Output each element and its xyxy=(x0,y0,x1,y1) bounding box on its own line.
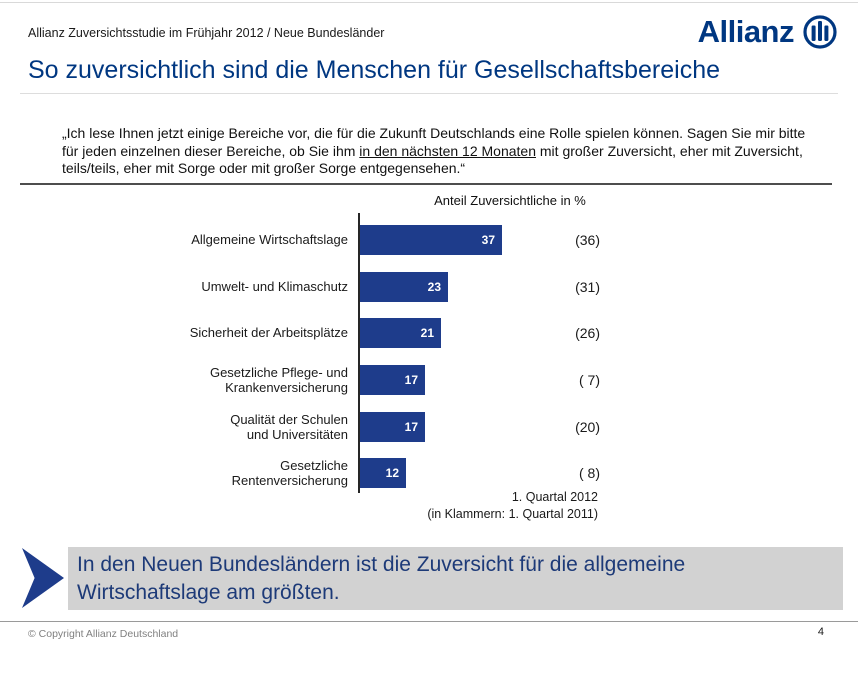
chart-row: Gesetzliche Rentenversicherung 12 ( 8) xyxy=(0,458,858,488)
bar-value: 21 xyxy=(420,326,434,340)
bar: 37 xyxy=(360,225,502,255)
bar-value: 12 xyxy=(385,466,399,480)
allianz-wordmark: Allianz xyxy=(697,14,795,49)
paren-value: (36) xyxy=(575,232,600,248)
quote-underlined-phrase: in den nächsten 12 Monaten xyxy=(359,142,536,159)
copyright-text: © Copyright Allianz Deutschland xyxy=(28,628,179,640)
brand-logo: Allianz xyxy=(698,14,838,50)
header-subtitle: Allianz Zuversichtsstudie im Frühjahr 20… xyxy=(28,26,385,40)
quote-text-before: „Ich lese Ihnen jetzt einige Bereiche vo… xyxy=(62,125,806,159)
paren-value: (31) xyxy=(575,279,600,295)
chart-source-note: 1. Quartal 2012 (in Klammern: 1. Quartal… xyxy=(380,489,598,522)
row-label: Umwelt- und Klimaschutz xyxy=(201,279,348,295)
row-label: Sicherheit der Arbeitsplätze xyxy=(189,325,348,341)
bar-value: 23 xyxy=(427,280,441,294)
chart-row: Umwelt- und Klimaschutz 23 (31) xyxy=(0,272,858,302)
bar-value: 17 xyxy=(404,420,418,434)
paren-value: ( 7) xyxy=(579,372,600,388)
source-line-2: (in Klammern: 1. Quartal 2011) xyxy=(427,506,598,521)
source-line-1: 1. Quartal 2012 xyxy=(511,490,598,504)
paren-value: ( 8) xyxy=(579,465,600,481)
quote-text-after: mit großer Zuversicht, eher mit Zuversic… xyxy=(62,142,803,177)
page-number: 4 xyxy=(817,626,824,638)
bar-value: 37 xyxy=(481,233,495,247)
allianz-logo-icon xyxy=(802,14,838,50)
row-label: Gesetzliche Rentenversicherung xyxy=(231,457,348,489)
row-label: Gesetzliche Pflege- und Krankenversicher… xyxy=(209,364,348,396)
survey-question-quote: „Ich lese Ihnen jetzt einige Bereiche vo… xyxy=(62,125,820,178)
section-divider xyxy=(20,183,832,185)
bar: 23 xyxy=(360,272,448,302)
footer-divider xyxy=(0,621,858,622)
top-divider xyxy=(0,2,858,3)
page-title: So zuversichtlich sind die Menschen für … xyxy=(28,56,721,84)
row-label: Allgemeine Wirtschaftslage xyxy=(191,232,348,248)
title-divider xyxy=(20,93,838,94)
chart-axis-line xyxy=(358,213,360,493)
bar: 21 xyxy=(360,318,441,348)
paren-value: (26) xyxy=(575,325,600,341)
chart-row: Allgemeine Wirtschaftslage 37 (36) xyxy=(0,225,858,255)
bar-value: 17 xyxy=(404,373,418,387)
row-label: Qualität der Schulen und Universitäten xyxy=(230,411,348,443)
bar: 17 xyxy=(360,412,425,442)
chart-row: Gesetzliche Pflege- und Krankenversicher… xyxy=(0,365,858,395)
bar: 12 xyxy=(360,458,406,488)
chart-axis-title: Anteil Zuversichtliche in % xyxy=(434,193,586,208)
chart-row: Sicherheit der Arbeitsplätze 21 (26) xyxy=(0,318,858,348)
bar: 17 xyxy=(360,365,425,395)
callout-text: In den Neuen Bundesländern ist die Zuver… xyxy=(77,553,686,604)
chart-row: Qualität der Schulen und Universitäten 1… xyxy=(0,412,858,442)
paren-value: (20) xyxy=(575,419,600,435)
key-message-callout: In den Neuen Bundesländern ist die Zuver… xyxy=(68,547,843,610)
callout-arrow-icon xyxy=(22,548,64,608)
